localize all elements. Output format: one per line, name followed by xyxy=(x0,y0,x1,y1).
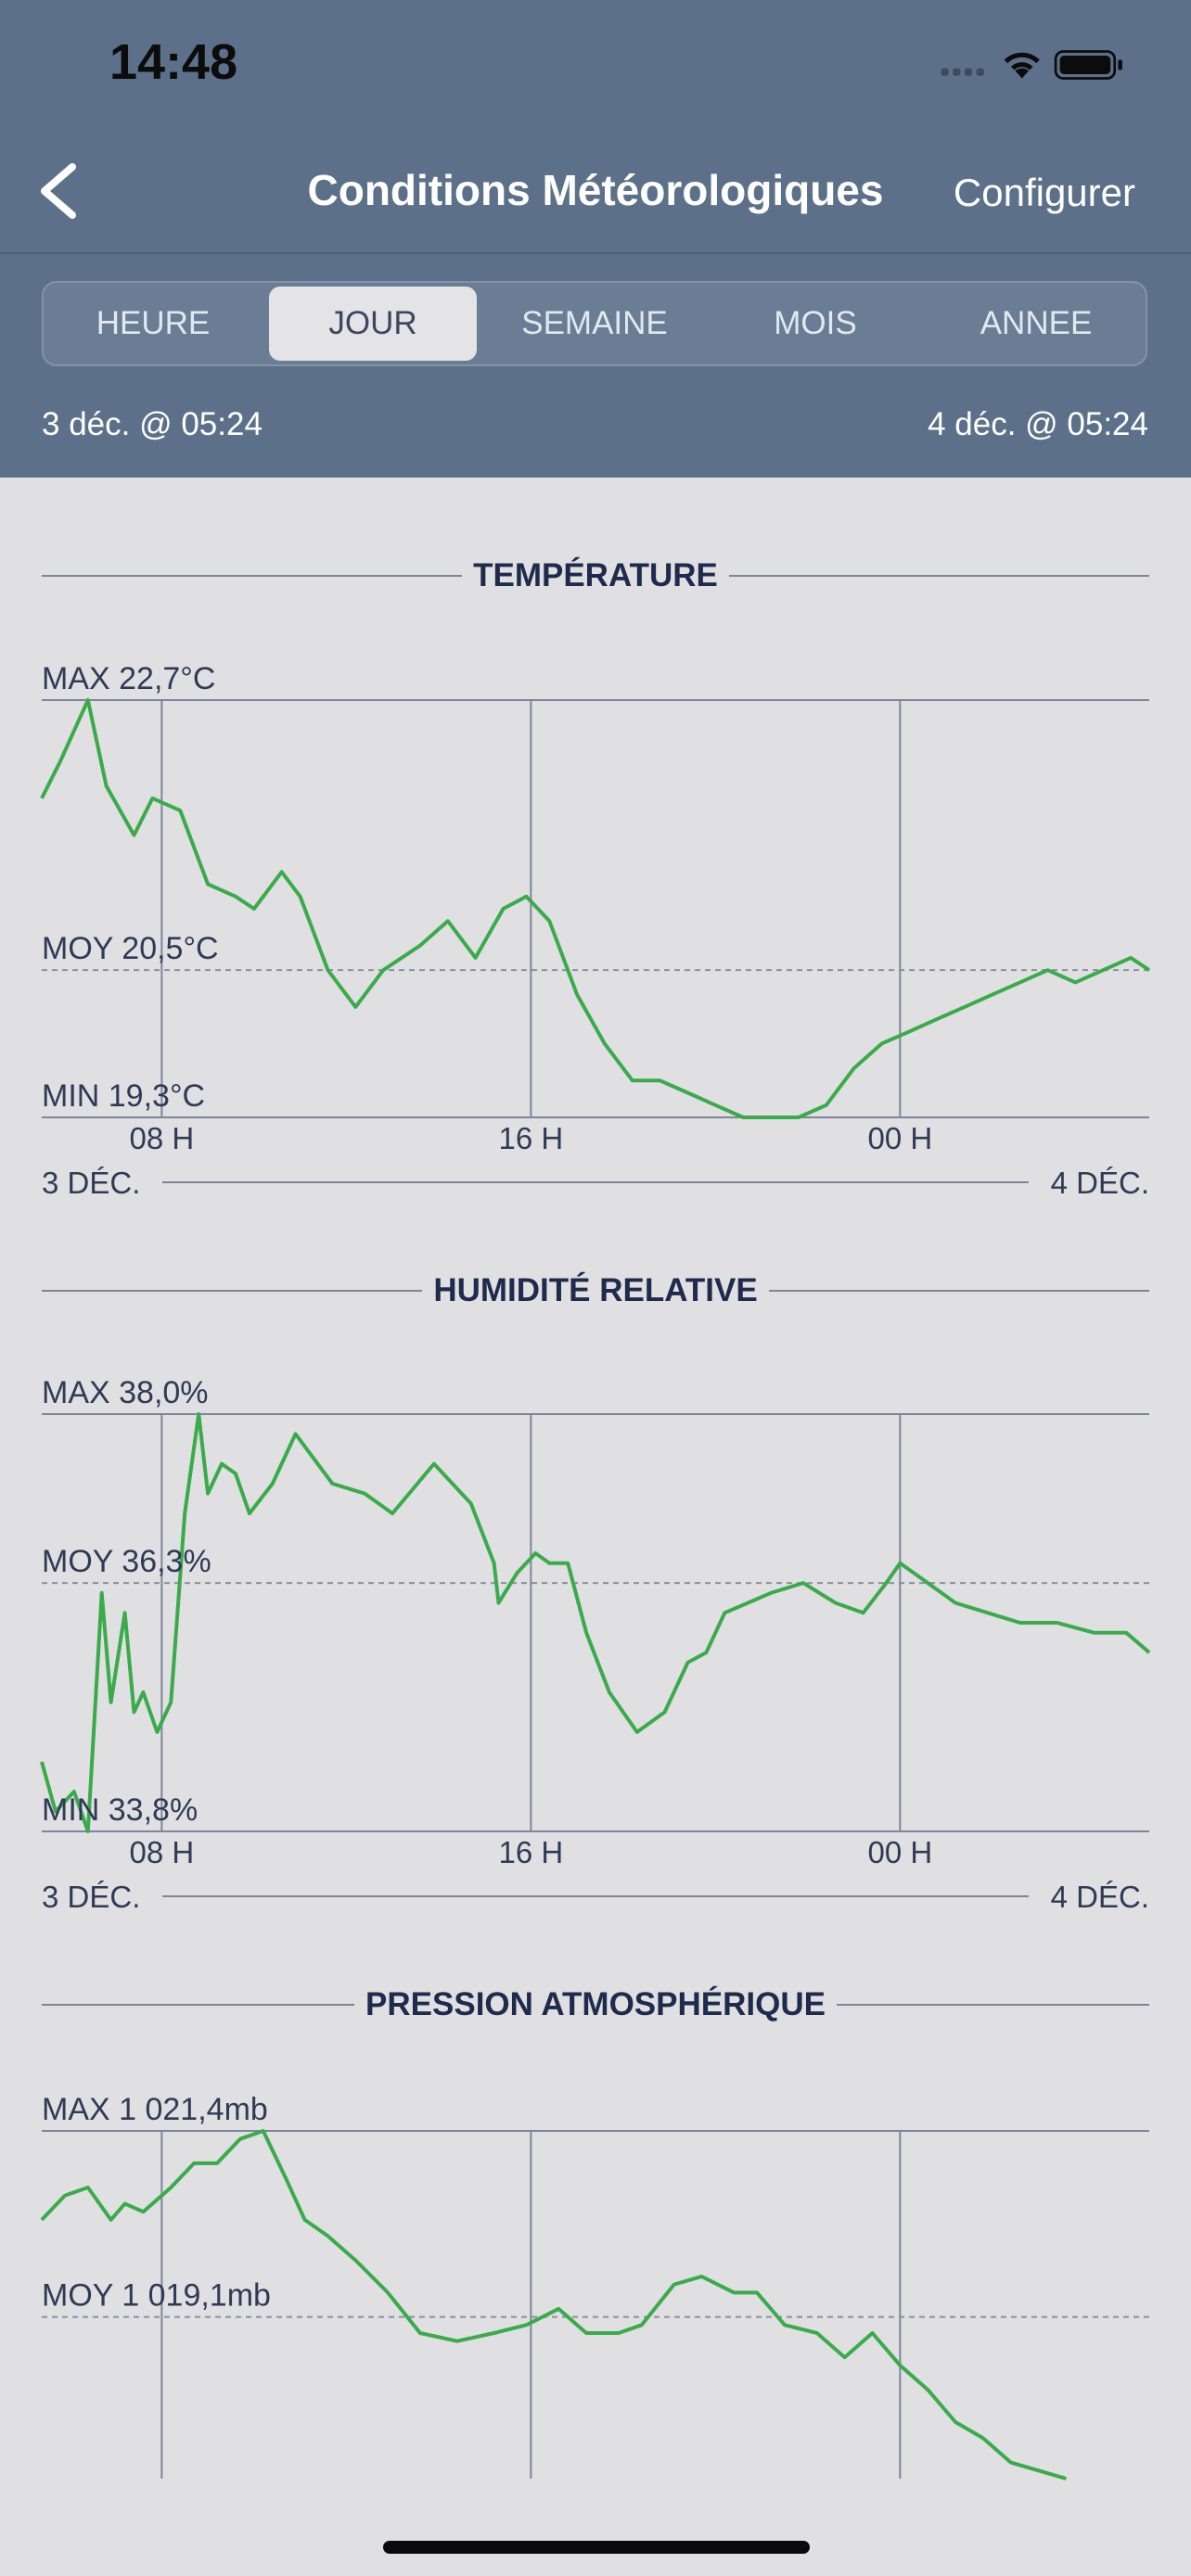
header-bar: 14:48 Conditions Météorologiques Configu… xyxy=(0,0,1191,478)
mean-label: MOY 36,3% xyxy=(42,1544,211,1579)
x-tick-label: 08 H xyxy=(129,1121,194,1155)
status-icons xyxy=(941,50,1122,80)
pressure-section-title: PRESSION ATMOSPHÉRIQUE xyxy=(42,1982,1149,2028)
pressure-chart: MAX 1 021,4mb MOY 1 019,1mb xyxy=(0,2077,1191,2485)
max-label: MAX 38,0% xyxy=(42,1375,209,1410)
pressure-title: PRESSION ATMOSPHÉRIQUE xyxy=(365,1986,826,2022)
temperature-chart-svg: MAX 22,7°C MOY 20,5°C MIN 19,3°C 08 H 16 H 00… xyxy=(40,661,1151,1200)
page-title: Conditions Météorologiques xyxy=(307,166,884,214)
tab-mois[interactable]: MOIS xyxy=(774,305,857,341)
x-end-label: 4 DÉC. xyxy=(1051,1166,1149,1200)
temperature-title: TEMPÉRATURE xyxy=(473,557,718,593)
status-time: 14:48 xyxy=(109,34,238,90)
home-indicator[interactable] xyxy=(383,2541,810,2554)
humidity-title: HUMIDITÉ RELATIVE xyxy=(433,1272,758,1308)
signal-icon xyxy=(941,68,984,76)
tab-annee[interactable]: ANNEE xyxy=(980,305,1093,341)
mean-label: MOY 20,5°C xyxy=(42,931,219,966)
battery-icon xyxy=(1054,50,1122,80)
x-tick-label: 00 H xyxy=(867,1835,932,1869)
title-rule-left xyxy=(42,1290,423,1292)
tab-heure[interactable]: HEURE xyxy=(96,305,211,341)
x-tick-label: 00 H xyxy=(867,1121,932,1155)
x-tick-label: 16 H xyxy=(498,1121,563,1155)
x-start-label: 3 DÉC. xyxy=(42,1880,140,1914)
title-rule-left xyxy=(42,575,463,577)
temperature-chart: MAX 22,7°C MOY 20,5°C MIN 19,3°C 08 H 16 H 00… xyxy=(0,649,1191,1205)
title-rule-right xyxy=(728,575,1149,577)
wifi-icon xyxy=(1004,52,1040,79)
mean-label: MOY 1 019,1mb xyxy=(42,2278,271,2314)
x-tick-label: 16 H xyxy=(498,1835,563,1869)
title-rule-left xyxy=(42,2004,355,2006)
header-divider xyxy=(0,252,1191,254)
humidity-section-title: HUMIDITÉ RELATIVE xyxy=(42,1268,1150,1314)
tab-semaine[interactable]: SEMAINE xyxy=(521,305,668,341)
title-rule-right xyxy=(836,2004,1149,2006)
temperature-section-title: TEMPÉRATURE xyxy=(42,553,1149,599)
range-start: 3 déc. @ 05:24 xyxy=(42,406,263,442)
series-line xyxy=(40,2129,1067,2480)
pressure-chart-svg: MAX 1 021,4mb MOY 1 019,1mb xyxy=(40,2092,1149,2480)
period-segmented-control: HEURE JOUR SEMAINE MOIS ANNEE xyxy=(42,281,1147,366)
max-label: MAX 22,7°C xyxy=(42,661,215,696)
min-label: MIN 33,8% xyxy=(42,1792,198,1828)
tab-jour[interactable]: JOUR xyxy=(269,287,477,361)
humidity-chart-svg: MAX 38,0% MOY 36,3% MIN 33,8% 08 H 16 H 00 H 3… xyxy=(40,1375,1151,1914)
configure-button[interactable]: Configurer xyxy=(953,171,1135,214)
x-tick-label: 08 H xyxy=(129,1835,194,1869)
title-rule-right xyxy=(768,1290,1150,1292)
max-label: MAX 1 021,4mb xyxy=(42,2092,268,2127)
range-end: 4 déc. @ 05:24 xyxy=(928,406,1148,442)
x-end-label: 4 DÉC. xyxy=(1051,1880,1149,1914)
back-chevron-icon[interactable] xyxy=(33,158,89,224)
min-label: MIN 19,3°C xyxy=(42,1078,205,1114)
series-line xyxy=(40,698,1151,1119)
x-start-label: 3 DÉC. xyxy=(42,1166,140,1200)
humidity-chart: MAX 38,0% MOY 36,3% MIN 33,8% 08 H 16 H 00 H 3… xyxy=(0,1363,1191,1919)
series-line xyxy=(40,1412,1151,1833)
